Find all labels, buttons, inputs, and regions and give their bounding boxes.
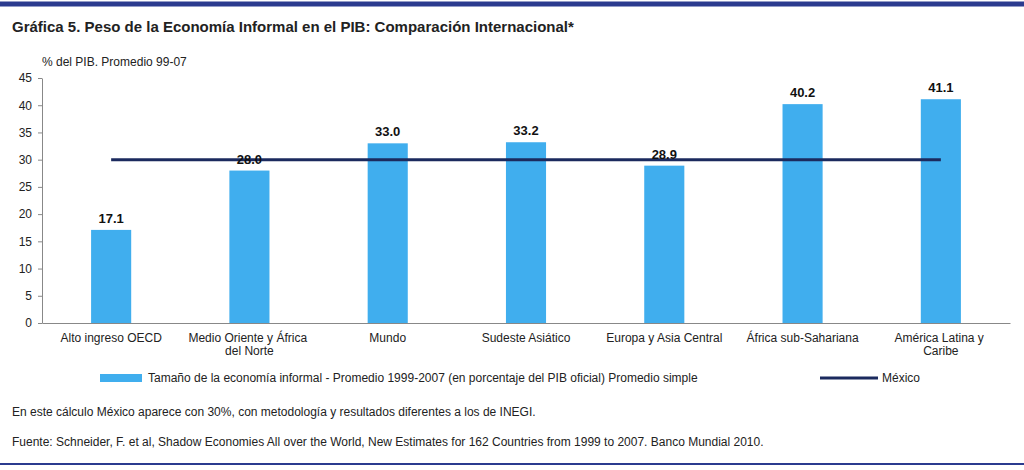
title: Gráfica 5. Peso de la Economía Informal …: [12, 18, 574, 35]
data-labels: 17.1 28.0 33.0 33.2 28.9 40.2 41.1: [98, 80, 953, 226]
legend-item: Tamaño de la economía informal - Promedi…: [100, 371, 698, 385]
x-tick-label: África sub-Sahariana: [747, 330, 859, 345]
y-tick: 0: [25, 316, 42, 330]
y-tick-mark: [38, 132, 42, 133]
x-tick-label: Medio Oriente y África del Norte: [188, 330, 310, 359]
line: [111, 158, 941, 161]
y-axis-title: % del PIB. Promedio 99-07: [42, 55, 187, 69]
x-tick: Alto ingreso OECD: [60, 331, 162, 345]
top-rule: [0, 2, 1024, 7]
bar: [783, 104, 823, 323]
bar: [229, 171, 269, 323]
x-tick-label-line: Sudeste Asiático: [482, 331, 571, 345]
y-tick-mark: [38, 78, 42, 79]
y-tick: 25: [19, 180, 42, 194]
note: En este cálculo México aparece con 30%, …: [12, 405, 536, 419]
x-tick-label: Alto ingreso OECD: [60, 331, 162, 345]
x-tick-label-line: América Latina y: [894, 331, 987, 345]
plot-area: [91, 99, 961, 323]
x-tick-label: Sudeste Asiático: [482, 331, 571, 345]
y-tick-label: 35: [19, 126, 33, 140]
y-tick-label: 25: [19, 180, 33, 194]
y-tick-mark: [38, 323, 42, 324]
legend-label: Tamaño de la economía informal - Promedi…: [148, 371, 698, 385]
notes: En este cálculo México aparece con 30%, …: [12, 405, 764, 449]
y-tick: 30: [19, 153, 42, 167]
chart-svg: Gráfica 5. Peso de la Economía Informal …: [0, 0, 1024, 470]
y-tick-label: 30: [19, 153, 33, 167]
legend: Tamaño de la economía informal - Promedi…: [100, 371, 920, 385]
data-label: 40.2: [790, 85, 815, 100]
y-tick: 40: [19, 99, 42, 113]
x-tick-label: Mundo: [369, 331, 406, 345]
y-tick-label: 10: [19, 262, 33, 276]
y-tick-mark: [38, 241, 42, 242]
x-tick: Sudeste Asiático: [482, 331, 571, 345]
y-tick-mark: [38, 214, 42, 215]
y-tick: 15: [19, 235, 42, 249]
y-tick: 10: [19, 262, 42, 276]
x-tick-label-line: Caribe: [923, 344, 959, 358]
bar: [91, 230, 131, 323]
x-tick: Medio Oriente y África del Norte: [188, 330, 310, 359]
legend-label: México: [882, 371, 920, 385]
y-tick: 35: [19, 126, 42, 140]
y-tick-label: 20: [19, 207, 33, 221]
data-label: 28.9: [652, 147, 677, 162]
y-tick-mark: [38, 105, 42, 106]
note: Fuente: Schneider, F. et al, Shadow Econ…: [12, 435, 764, 449]
y-tick: 45: [19, 71, 42, 85]
x-tick: África sub-Sahariana: [747, 330, 859, 345]
x-tick-label-line: Europa y Asia Central: [606, 331, 722, 345]
legend-item: México: [820, 371, 920, 385]
x-tick-label-line: Alto ingreso OECD: [60, 331, 162, 345]
y-tick: 5: [25, 289, 42, 303]
y-axis: 0 5 10 15 20 25 30 35 40 45: [19, 71, 43, 330]
data-label: 33.2: [513, 123, 538, 138]
y-tick-mark: [38, 160, 42, 161]
x-tick: Europa y Asia Central: [606, 331, 722, 345]
x-tick: Mundo: [369, 331, 406, 345]
chart-container: Gráfica 5. Peso de la Economía Informal …: [0, 0, 1024, 470]
bar: [368, 143, 408, 323]
x-tick-label-line: del Norte: [225, 344, 274, 358]
y-tick-mark: [38, 269, 42, 270]
data-label: 17.1: [98, 211, 123, 226]
x-tick-label-line: Mundo: [369, 331, 406, 345]
y-tick-label: 45: [19, 71, 33, 85]
y-axis-line: [42, 79, 43, 324]
legend-swatch: [100, 374, 142, 382]
y-tick: 20: [19, 207, 42, 221]
bottom-rule: [0, 463, 1024, 465]
y-tick-label: 5: [25, 289, 32, 303]
x-tick-label-line: África sub-Sahariana: [747, 330, 859, 345]
y-tick-label: 40: [19, 99, 33, 113]
data-label: 28.0: [237, 152, 262, 167]
bar: [506, 142, 546, 323]
x-tick-label: Europa y Asia Central: [606, 331, 722, 345]
legend-swatch: [820, 377, 878, 380]
y-tick-mark: [38, 296, 42, 297]
bar: [644, 166, 684, 323]
y-tick-label: 15: [19, 235, 33, 249]
bar: [921, 99, 961, 323]
x-axis: Alto ingreso OECD Medio Oriente y África …: [43, 324, 1011, 359]
y-tick-label: 0: [25, 316, 32, 330]
data-label: 41.1: [928, 80, 953, 95]
x-tick-label: América Latina y Caribe: [894, 331, 987, 359]
y-tick-mark: [38, 187, 42, 188]
x-axis-line: [43, 323, 1011, 324]
data-label: 33.0: [375, 124, 400, 139]
x-tick: América Latina y Caribe: [894, 331, 987, 359]
x-tick-label-line: Medio Oriente y África: [188, 330, 310, 345]
